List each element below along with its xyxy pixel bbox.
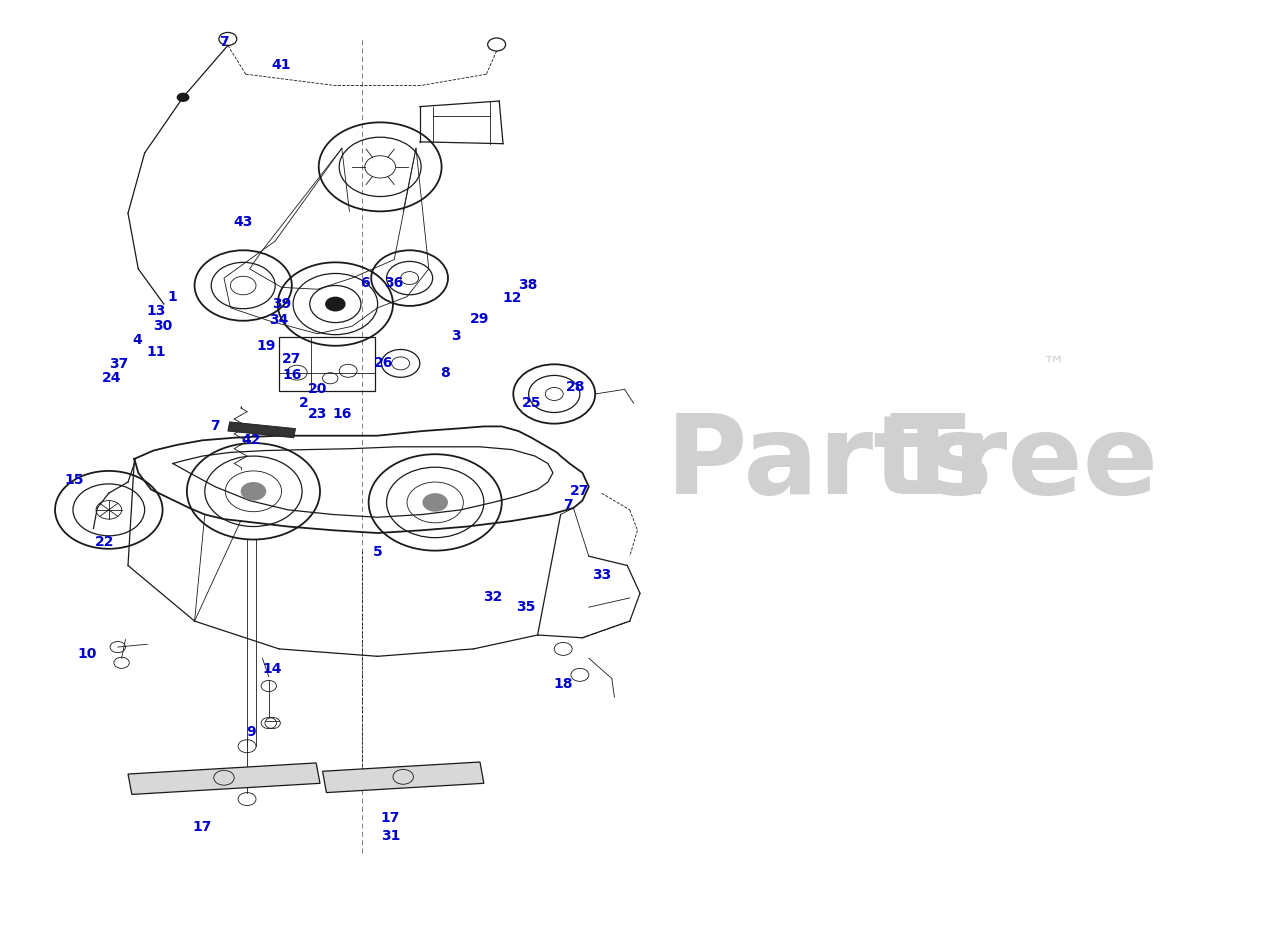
Text: 38: 38 <box>517 277 538 292</box>
Text: 10: 10 <box>77 646 97 661</box>
Circle shape <box>177 93 189 102</box>
Text: 32: 32 <box>483 590 503 604</box>
Text: 13: 13 <box>146 303 166 318</box>
Text: 6: 6 <box>360 275 370 290</box>
Text: 7: 7 <box>210 419 220 434</box>
Bar <box>228 422 296 438</box>
Text: 22: 22 <box>95 535 115 550</box>
Text: 2: 2 <box>298 396 308 411</box>
Text: 3: 3 <box>451 328 461 343</box>
Polygon shape <box>128 763 320 794</box>
Text: 19: 19 <box>256 338 276 353</box>
Text: 27: 27 <box>570 484 590 499</box>
Text: 43: 43 <box>233 215 253 230</box>
Text: 8: 8 <box>440 365 451 380</box>
Text: 26: 26 <box>374 356 394 371</box>
Text: 30: 30 <box>152 319 173 334</box>
Text: 28: 28 <box>566 380 586 395</box>
Text: 18: 18 <box>553 677 573 692</box>
Text: 17: 17 <box>192 819 212 834</box>
Text: 4: 4 <box>132 333 142 348</box>
Polygon shape <box>323 762 484 793</box>
Text: 35: 35 <box>516 600 536 615</box>
Text: 29: 29 <box>470 311 490 326</box>
Text: ™: ™ <box>1043 356 1065 376</box>
Text: 24: 24 <box>101 371 122 386</box>
Text: 14: 14 <box>262 662 283 677</box>
Text: 20: 20 <box>307 382 328 397</box>
Text: 5: 5 <box>372 544 383 559</box>
Text: 12: 12 <box>502 291 522 306</box>
Text: 16: 16 <box>332 407 352 422</box>
Circle shape <box>325 297 346 311</box>
Text: 41: 41 <box>271 57 292 72</box>
Text: 31: 31 <box>380 829 401 844</box>
Text: 42: 42 <box>241 433 261 448</box>
Text: 23: 23 <box>307 407 328 422</box>
Text: 11: 11 <box>146 345 166 360</box>
Text: 36: 36 <box>384 275 404 290</box>
Text: 16: 16 <box>282 368 302 383</box>
Text: 33: 33 <box>591 567 612 582</box>
Text: 39: 39 <box>271 297 292 311</box>
Text: 25: 25 <box>521 396 541 411</box>
Circle shape <box>241 482 266 501</box>
Text: Parts: Parts <box>666 410 993 517</box>
Bar <box>279 337 375 391</box>
Text: 1: 1 <box>168 289 178 304</box>
Text: 15: 15 <box>64 473 84 488</box>
Text: 27: 27 <box>282 351 302 366</box>
Text: 7: 7 <box>219 34 229 49</box>
Text: 7: 7 <box>563 498 573 513</box>
Text: 34: 34 <box>269 312 289 327</box>
Text: 17: 17 <box>380 810 401 825</box>
Circle shape <box>422 493 448 512</box>
Text: 9: 9 <box>246 725 256 740</box>
Text: Tree: Tree <box>890 410 1158 517</box>
Text: 37: 37 <box>109 357 129 372</box>
